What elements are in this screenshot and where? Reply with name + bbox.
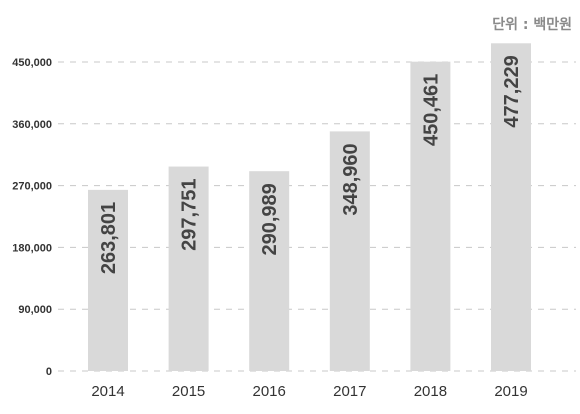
y-tick-label: 270,000	[12, 181, 52, 193]
bar	[329, 131, 370, 371]
x-tick-label: 2014	[91, 383, 124, 400]
bar-value-label: 450,461	[420, 74, 442, 146]
bar	[168, 166, 209, 371]
y-tick-label: 0	[46, 366, 52, 378]
bar-value-label: 263,801	[98, 202, 120, 274]
y-tick-label: 90,000	[18, 304, 52, 316]
bar-value-label: 290,989	[259, 183, 281, 255]
bar	[491, 43, 531, 371]
y-tick-label: 450,000	[12, 57, 52, 69]
bar	[88, 189, 128, 371]
x-tick-label: 2016	[253, 383, 286, 400]
y-tick-label: 180,000	[12, 242, 52, 254]
bar-value-label: 477,229	[501, 55, 523, 127]
y-tick-label: 360,000	[12, 119, 52, 131]
bar	[410, 61, 451, 372]
unit-label: 단위 : 백만원	[492, 17, 572, 33]
x-tick-label: 2018	[414, 383, 447, 400]
x-tick-label: 2019	[494, 383, 527, 400]
x-tick-label: 2015	[172, 383, 205, 400]
x-tick-label: 2017	[333, 383, 366, 400]
bar	[249, 171, 290, 371]
bar-value-label: 348,960	[340, 143, 362, 215]
bar-value-label: 297,751	[179, 179, 201, 251]
